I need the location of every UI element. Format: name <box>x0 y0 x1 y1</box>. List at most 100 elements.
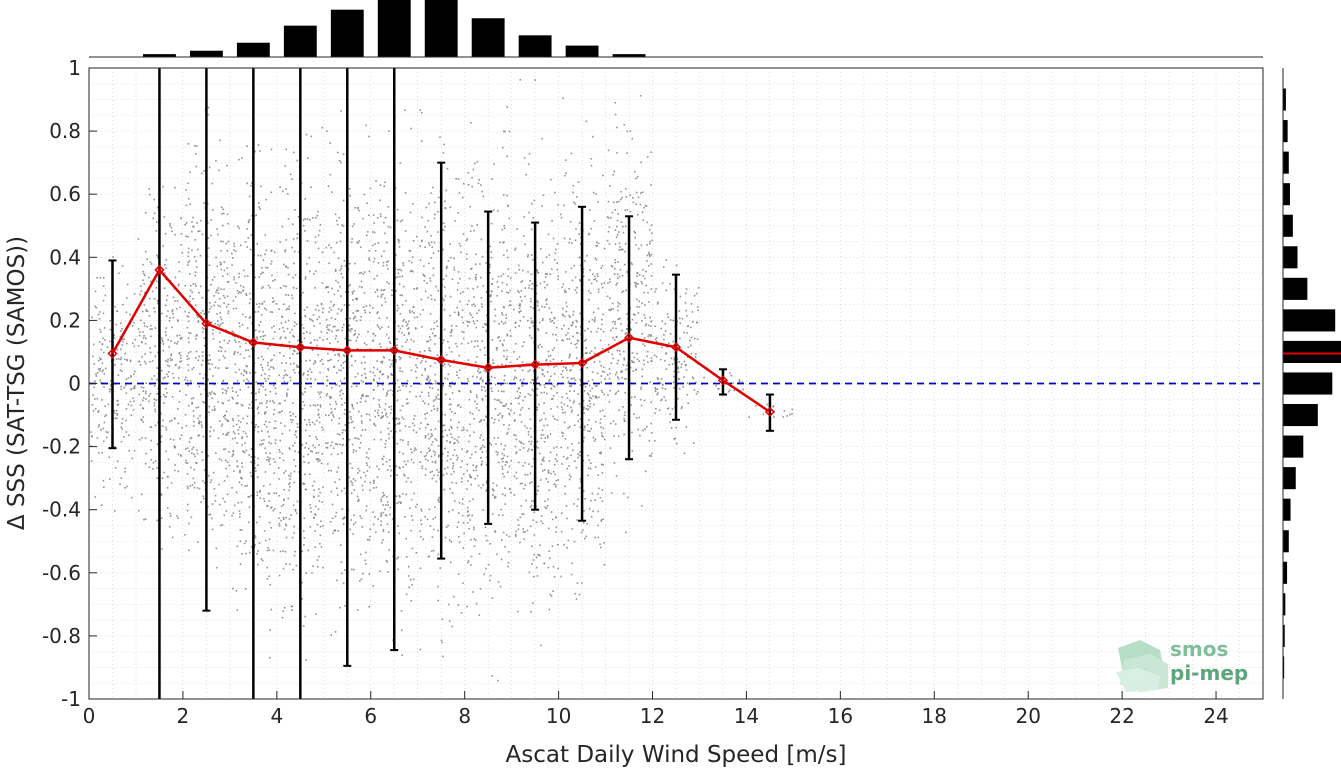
scatter-point <box>242 289 244 292</box>
scatter-point <box>232 431 235 433</box>
scatter-point <box>506 256 509 259</box>
scatter-point <box>579 312 581 315</box>
scatter-point <box>522 447 525 449</box>
scatter-point <box>475 465 478 467</box>
scatter-point <box>311 450 313 453</box>
scatter-point <box>504 130 506 133</box>
scatter-point <box>577 456 579 459</box>
scatter-point <box>283 330 285 333</box>
scatter-point <box>286 392 288 395</box>
scatter-point <box>567 332 569 334</box>
scatter-point <box>415 431 418 434</box>
scatter-point <box>245 371 248 373</box>
scatter-point <box>420 536 422 538</box>
scatter-point <box>524 287 527 289</box>
scatter-point <box>239 421 242 424</box>
scatter-point <box>416 366 418 369</box>
scatter-point <box>385 414 387 416</box>
scatter-point <box>369 481 371 484</box>
scatter-point <box>400 269 403 272</box>
scatter-point <box>340 389 343 391</box>
scatter-point <box>114 510 116 512</box>
scatter-point <box>218 331 221 334</box>
scatter-point <box>428 381 430 383</box>
scatter-point <box>466 429 469 432</box>
scatter-point <box>128 449 130 452</box>
scatter-point <box>166 507 169 509</box>
scatter-point <box>646 244 648 246</box>
scatter-point <box>618 249 621 251</box>
scatter-point <box>668 364 671 366</box>
scatter-point <box>403 474 406 477</box>
scatter-point <box>242 269 245 272</box>
scatter-point <box>622 231 625 234</box>
scatter-point <box>498 336 500 338</box>
scatter-point <box>457 376 460 379</box>
scatter-point <box>405 556 408 558</box>
scatter-point <box>428 347 431 349</box>
scatter-point <box>421 360 423 362</box>
scatter-point <box>399 438 402 441</box>
scatter-point <box>194 274 197 277</box>
scatter-point <box>213 405 216 408</box>
scatter-point <box>461 429 463 432</box>
scatter-point <box>409 391 411 393</box>
scatter-point <box>481 190 484 193</box>
scatter-point <box>201 309 204 312</box>
scatter-point <box>474 539 477 542</box>
scatter-point <box>341 329 344 332</box>
scatter-point <box>315 452 318 454</box>
scatter-point <box>174 364 177 367</box>
scatter-point <box>462 473 465 476</box>
scatter-point <box>396 276 399 278</box>
scatter-point <box>116 399 119 402</box>
scatter-point <box>250 234 253 236</box>
scatter-point <box>584 260 586 262</box>
scatter-point <box>524 473 526 476</box>
scatter-point <box>518 356 521 358</box>
scatter-point <box>425 454 427 457</box>
scatter-point <box>467 359 470 361</box>
scatter-point <box>504 382 506 385</box>
scatter-point <box>302 400 305 403</box>
scatter-point <box>187 315 190 318</box>
scatter-point <box>223 302 225 304</box>
scatter-point <box>477 367 480 370</box>
scatter-point <box>621 376 624 379</box>
scatter-point <box>232 390 234 392</box>
scatter-point <box>431 441 434 443</box>
scatter-point <box>437 498 440 501</box>
scatter-point <box>382 289 385 292</box>
scatter-point <box>695 353 697 355</box>
scatter-point <box>673 438 676 440</box>
scatter-point <box>483 446 486 448</box>
scatter-point <box>160 493 163 496</box>
scatter-point <box>193 468 196 471</box>
scatter-point <box>427 403 430 406</box>
scatter-point <box>431 434 434 437</box>
scatter-point <box>556 384 559 386</box>
right-histogram-bar <box>1283 214 1293 237</box>
scatter-point <box>174 464 176 466</box>
scatter-point <box>586 254 588 257</box>
scatter-point <box>532 575 535 578</box>
scatter-point <box>405 463 407 466</box>
scatter-point <box>273 492 276 495</box>
scatter-point <box>430 428 432 431</box>
scatter-point <box>679 322 682 325</box>
scatter-point <box>638 360 641 362</box>
scatter-point <box>673 356 676 359</box>
scatter-point <box>195 462 198 464</box>
scatter-point <box>142 407 145 410</box>
scatter-point <box>401 332 403 334</box>
scatter-point <box>262 485 265 487</box>
scatter-point <box>318 555 320 558</box>
scatter-point <box>633 281 636 284</box>
right-histogram-bar <box>1283 656 1285 679</box>
scatter-point <box>564 174 566 177</box>
scatter-point <box>594 421 597 423</box>
scatter-point <box>246 228 248 230</box>
scatter-point <box>374 415 377 418</box>
scatter-point <box>396 423 399 425</box>
scatter-point <box>641 211 644 214</box>
